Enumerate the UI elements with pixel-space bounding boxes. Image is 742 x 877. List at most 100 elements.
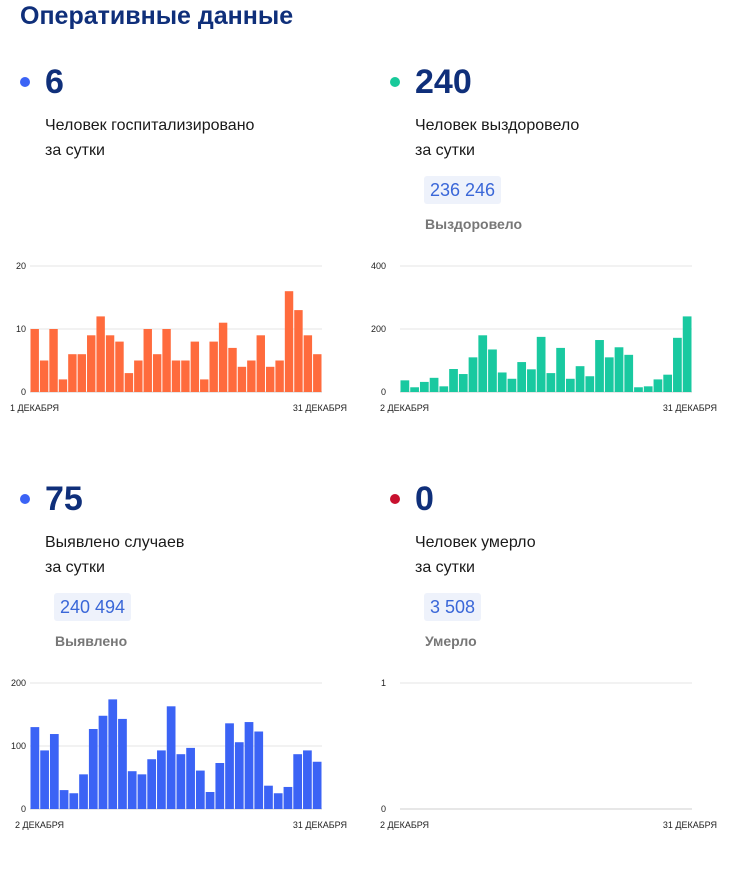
recovered-bar [507,378,517,392]
detected-bar [186,747,195,809]
recovered-total-label: Выздоровело [425,216,523,232]
recovered-bar [527,369,536,392]
detected-bar [98,715,108,809]
detected-total-label: Выявлено [55,633,128,649]
hospitalized-bar [190,341,200,392]
hospitalized-bar [294,310,303,392]
recovered-bar [429,377,439,392]
recovered-x-end-label: 31 ДЕКАБРЯ [663,403,717,413]
recovered-bar [449,369,458,392]
hospitalized-bar [39,360,49,392]
hospitalized-bar [68,354,77,392]
detected-desc-line2: за сутки [45,559,105,576]
recovered-bar [643,386,653,392]
hospitalized-bar [30,329,39,392]
detected-y-tick-label: 100 [11,741,26,751]
hospitalized-bar [77,354,87,392]
detected-bar [264,785,273,809]
card-hospitalized: 6 Человек госпитализировано за сутки [20,60,360,460]
detected-bar [303,750,312,809]
died-x-end-label: 31 ДЕКАБРЯ [663,820,717,830]
died-total: 3 508 [424,593,482,621]
detected-bar [205,791,215,809]
recovered-y-tick-label: 200 [371,324,386,334]
detected-y-tick-label: 200 [11,678,26,688]
died-desc-line2: за сутки [415,559,475,576]
hospitalized-y-tick-label: 0 [21,387,26,397]
recovered-desc-line1: Человек выздоровело [415,117,580,134]
hospitalized-bar [275,360,284,392]
detected-desc-line1: Выявлено случаев [45,534,185,551]
recovered-bar [419,381,429,392]
hospitalized-y-tick-label: 10 [16,324,26,334]
hospitalized-bar [265,366,275,392]
died-chart-group: 0 1 2 ДЕКАБРЯ 31 ДЕКАБРЯ [380,678,717,830]
page-title: Оперативные данные [20,2,294,30]
detected-bar [293,754,303,809]
recovered-bar [673,337,682,392]
detected-bar [283,786,293,809]
detected-bar [69,793,79,809]
detected-bar [137,774,147,809]
hospitalized-bar [171,360,181,392]
detected-value: 75 [45,480,83,518]
recovered-bar [595,340,604,392]
recovered-bar [400,380,410,392]
hospitalized-value: 6 [45,63,64,101]
hospitalized-bar [256,335,265,392]
hospitalized-bar [247,360,256,392]
detected-bar [273,793,283,809]
died-value: 0 [415,480,434,518]
recovered-bar [517,362,527,392]
hospitalized-bar [96,316,105,392]
hospitalized-bar [228,347,237,392]
detected-bar [40,750,49,809]
recovered-dot-icon [390,77,400,87]
hospitalized-bar [143,329,152,392]
hospitalized-x-start-label: 1 ДЕКАБРЯ [10,403,59,413]
recovered-bar [624,354,634,392]
died-total-label: Умерло [425,633,477,649]
hospitalized-bar [152,354,162,392]
hospitalized-bar [181,360,190,392]
detected-bar [147,759,157,809]
detected-bar [215,763,225,809]
detected-bar [244,722,254,809]
hospitalized-chart-group: 0 10 20 1 ДЕКАБРЯ 31 ДЕКАБРЯ [10,261,347,413]
detected-chart-group: 0 100 200 2 ДЕКАБРЯ 31 ДЕКАБРЯ [11,678,347,830]
recovered-bar [585,376,595,392]
hospitalized-bar [209,341,218,392]
detected-bar [118,718,127,809]
hospitalized-bar [115,341,124,392]
died-dot-icon [390,494,400,504]
card-detected: 75 Выявлено случаев за сутки 240 494 Выя… [20,477,360,877]
hospitalized-bar [87,335,96,392]
card-recovered: 240 Человек выздоровело за сутки 236 246… [390,60,730,460]
hospitalized-desc-line1: Человек госпитализировано [45,117,255,134]
detected-bar [312,761,322,809]
hospitalized-bar [124,373,134,392]
hospitalized-x-end-label: 31 ДЕКАБРЯ [293,403,347,413]
recovered-desc: Человек выздоровело за сутки [415,113,705,163]
hospitalized-bar [284,291,294,392]
detected-x-start-label: 2 ДЕКАБРЯ [15,820,64,830]
recovered-bar [497,372,507,392]
recovered-bar [439,386,449,392]
recovered-value: 240 [415,63,472,101]
detected-bar [59,790,69,809]
recovered-bar [663,374,673,392]
died-y-tick-label: 0 [381,804,386,814]
recovered-bar [604,357,614,392]
detected-dot-icon [20,494,30,504]
detected-bar [108,699,118,809]
recovered-bar [653,379,663,392]
recovered-bar [458,374,468,392]
hospitalized-desc: Человек госпитализировано за сутки [45,113,335,163]
recovered-total: 236 246 [424,176,502,204]
hospitalized-bar [162,329,171,392]
recovered-bar [556,347,565,392]
recovered-y-tick-label: 0 [381,387,386,397]
recovered-bar [488,349,497,392]
detected-bar [234,742,244,809]
detected-bar [88,728,98,809]
